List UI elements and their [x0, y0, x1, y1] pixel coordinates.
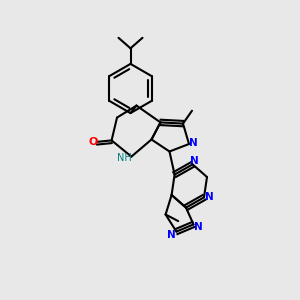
Text: N: N: [167, 230, 176, 240]
Text: NH: NH: [117, 153, 132, 163]
Text: N: N: [194, 222, 203, 232]
Text: N: N: [190, 156, 199, 166]
Text: O: O: [88, 137, 98, 147]
Text: N: N: [189, 138, 198, 148]
Text: N: N: [205, 192, 214, 202]
